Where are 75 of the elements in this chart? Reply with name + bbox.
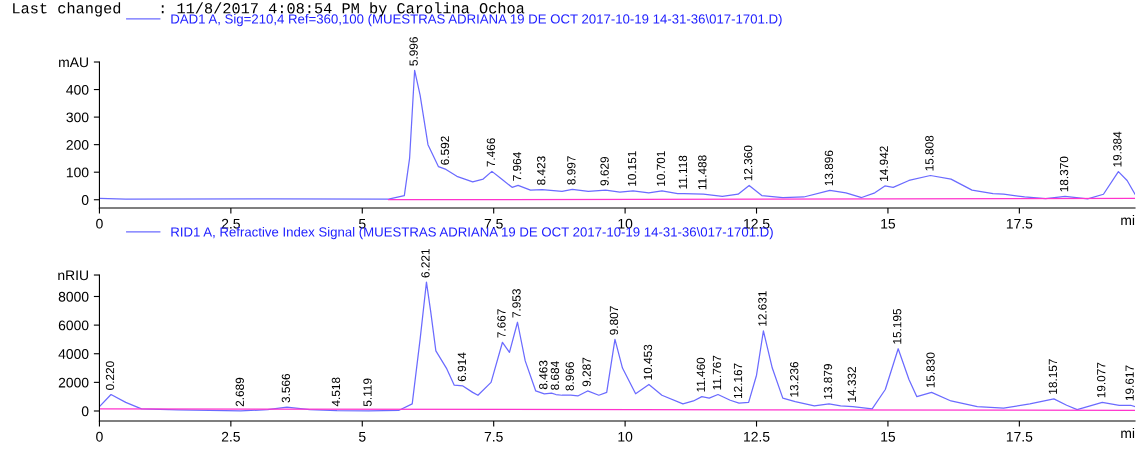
x-tick-label: 10 bbox=[618, 431, 633, 442]
y-tick-label: 0 bbox=[81, 406, 89, 417]
y-tick-label: 0 bbox=[81, 195, 89, 205]
annotation: 19.077 bbox=[1097, 362, 1106, 398]
y-tick-label: 2000 bbox=[58, 377, 89, 388]
y-tick-label: 4000 bbox=[58, 349, 89, 359]
x-tick-label: 12.5 bbox=[744, 218, 770, 229]
annotation: 10.151 bbox=[627, 151, 637, 186]
x-tick-label: 12.5 bbox=[744, 431, 770, 442]
annotation: 11.118 bbox=[678, 155, 688, 189]
annotation: 19.617 bbox=[1125, 365, 1134, 401]
annotation: 11.767 bbox=[712, 355, 722, 390]
annotation: 15.195 bbox=[893, 308, 902, 344]
x-axis-title: mi bbox=[1121, 427, 1135, 439]
x-tick-label: 5 bbox=[358, 431, 366, 442]
annotation: 6.592 bbox=[440, 136, 450, 165]
annotation: 13.879 bbox=[823, 364, 833, 399]
annotation: 8.423 bbox=[537, 156, 546, 185]
x-tick-label: 7.5 bbox=[484, 431, 503, 442]
annotation: 14.332 bbox=[847, 367, 856, 402]
annotation: 6.914 bbox=[457, 352, 467, 382]
annotation: 15.808 bbox=[925, 135, 934, 171]
y-tick-label: mAU bbox=[59, 57, 88, 68]
annotation: 18.157 bbox=[1048, 359, 1058, 394]
annotation: 3.566 bbox=[281, 373, 291, 403]
annotation: 9.629 bbox=[600, 156, 609, 186]
annotation: 5.119 bbox=[363, 378, 372, 407]
annotation: 7.466 bbox=[486, 138, 496, 167]
annotation: 12.360 bbox=[743, 145, 753, 181]
x-tick-label: 10 bbox=[618, 218, 633, 229]
y-tick-label: 300 bbox=[66, 112, 89, 123]
annotation: 10.453 bbox=[643, 344, 653, 380]
x-tick-label: 15 bbox=[881, 431, 896, 442]
annotation: 4.518 bbox=[331, 377, 341, 407]
x-tick-label: 0 bbox=[96, 431, 103, 442]
annotation: 14.942 bbox=[879, 146, 889, 181]
annotation: 15.830 bbox=[926, 352, 935, 388]
annotation: 19.384 bbox=[1113, 131, 1122, 167]
annotation: 18.370 bbox=[1059, 156, 1069, 192]
line-series bbox=[99, 281, 1135, 412]
annotation: 0.220 bbox=[105, 361, 115, 390]
annotation: 7.667 bbox=[497, 309, 506, 338]
annotation: 10.701 bbox=[656, 151, 666, 186]
x-tick-label: 2.5 bbox=[221, 431, 240, 442]
x-tick-label: 2.5 bbox=[221, 218, 240, 229]
y-tick-label: 400 bbox=[66, 84, 89, 95]
annotation: 9.287 bbox=[582, 357, 591, 387]
y-tick-label: 8000 bbox=[58, 291, 89, 302]
annotation: 7.953 bbox=[512, 289, 521, 318]
y-tick-label: 200 bbox=[66, 139, 89, 150]
annotation: 8.966 bbox=[565, 362, 574, 391]
y-tick-label: 6000 bbox=[58, 320, 89, 331]
annotation: 8.997 bbox=[567, 156, 576, 185]
annotation: 13.236 bbox=[790, 361, 799, 397]
line-series bbox=[99, 69, 1135, 200]
annotation: 8.684 bbox=[550, 361, 560, 390]
x-tick-label: 5 bbox=[358, 218, 366, 229]
annotation: 6.221 bbox=[421, 249, 430, 278]
annotation: 12.631 bbox=[758, 291, 767, 326]
annotation: 13.896 bbox=[824, 150, 834, 186]
x-tick-label: 15 bbox=[881, 218, 896, 229]
x-tick-label: 0 bbox=[96, 218, 103, 229]
annotation: 9.807 bbox=[609, 306, 619, 335]
x-tick-label: 17.5 bbox=[1006, 431, 1033, 442]
annotation: 8.463 bbox=[539, 360, 548, 390]
annotation: 5.996 bbox=[409, 37, 418, 66]
annotation: 12.167 bbox=[733, 363, 743, 399]
annotation: 7.964 bbox=[512, 152, 522, 181]
annotation: 2.689 bbox=[235, 377, 244, 407]
y-tick-label: nRIU bbox=[58, 270, 88, 281]
y-tick-label: 100 bbox=[66, 167, 89, 178]
x-axis-title: mi bbox=[1121, 214, 1135, 226]
annotation: 11.488 bbox=[698, 155, 707, 190]
annotation: 11.460 bbox=[696, 357, 706, 392]
x-tick-label: 17.5 bbox=[1006, 218, 1033, 229]
